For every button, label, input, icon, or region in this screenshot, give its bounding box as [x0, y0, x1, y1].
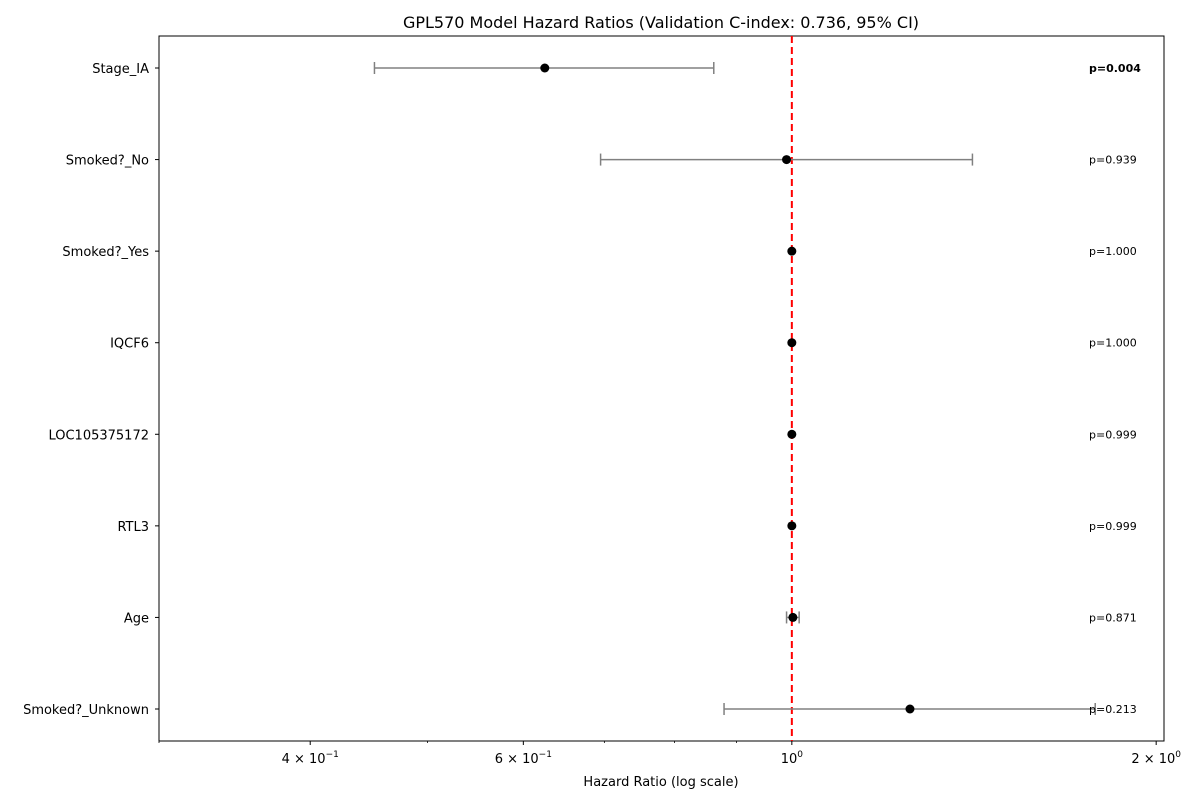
hazard-ratio-point [905, 704, 915, 714]
y-tick-label: Stage_IA [92, 62, 149, 77]
p-value-label: p=0.999 [1089, 520, 1137, 533]
hazard-ratio-point [540, 63, 550, 73]
p-value-label: p=1.000 [1089, 245, 1137, 258]
p-value-label: p=0.999 [1089, 428, 1137, 441]
y-tick-label: Smoked?_Yes [62, 245, 149, 260]
x-tick-label: 6 × 10−1 [495, 750, 552, 767]
y-tick-label: IQCF6 [110, 337, 149, 352]
p-value-label: p=1.000 [1089, 337, 1137, 350]
plot-area [158, 35, 1165, 742]
p-value-label: p=0.213 [1089, 703, 1137, 716]
hazard-ratio-point [788, 612, 798, 622]
y-tick-label: RTL3 [117, 520, 149, 535]
p-value-label: p=0.871 [1089, 611, 1137, 624]
y-tick-label: Smoked?_No [66, 154, 149, 169]
y-tick-label: Smoked?_Unknown [23, 703, 149, 718]
hazard-ratio-point [787, 429, 797, 439]
p-value-label: p=0.939 [1089, 154, 1137, 167]
x-tick-label: 4 × 10−1 [282, 750, 339, 767]
hazard-ratio-point [782, 155, 792, 165]
y-tick-label: Age [124, 611, 149, 626]
hazard-ratio-point [787, 338, 797, 348]
x-tick-label: 100 [781, 750, 804, 767]
p-value-label: p=0.004 [1089, 62, 1141, 75]
x-axis-label: Hazard Ratio (log scale) [583, 775, 738, 790]
chart-title: GPL570 Model Hazard Ratios (Validation C… [403, 13, 919, 32]
hazard-ratio-point [787, 246, 797, 256]
x-tick-label: 2 × 100 [1131, 750, 1181, 767]
hazard-ratio-point [787, 521, 797, 531]
y-tick-label: LOC105375172 [48, 428, 149, 443]
